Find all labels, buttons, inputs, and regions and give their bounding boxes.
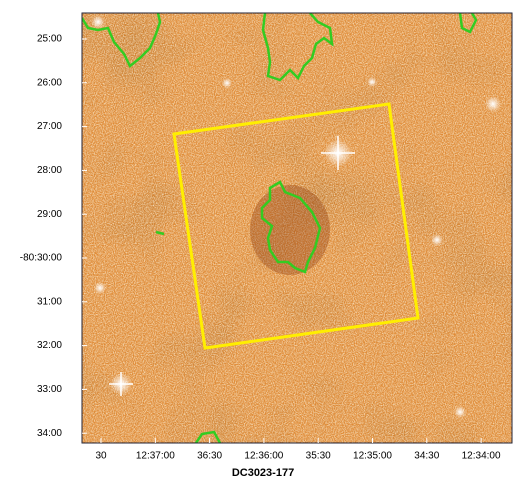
field-box [172,102,420,350]
image-title: DC3023-177 [232,467,294,479]
x-tick-label: 30 [95,451,107,462]
x-tick-label: 12:37:00 [136,451,175,462]
sky-image [82,13,512,443]
x-tick-label: 12:34:00 [462,451,501,462]
x-tick-label: 35:30 [306,451,331,462]
x-tick-label: 12:35:00 [353,451,392,462]
x-tick-label: 12:36:00 [244,451,283,462]
x-tick-label: 34:30 [414,451,439,462]
y-tick-label: 29:00 [37,209,62,220]
y-tick-label: 32:00 [37,340,62,351]
y-tick-label: 25:00 [37,34,62,45]
y-tick-label: 31:00 [37,296,62,307]
y-tick-label: 33:00 [37,384,62,395]
y-tick-label: 26:00 [37,77,62,88]
y-tick-label: 28:00 [37,165,62,176]
contours [82,13,478,443]
y-tick-label: -80:30:00 [20,253,63,264]
y-tick-label: 27:00 [37,121,62,132]
y-tick-label: 34:00 [37,428,62,439]
x-tick-label: 36:30 [197,451,222,462]
plot-frame [81,12,513,444]
